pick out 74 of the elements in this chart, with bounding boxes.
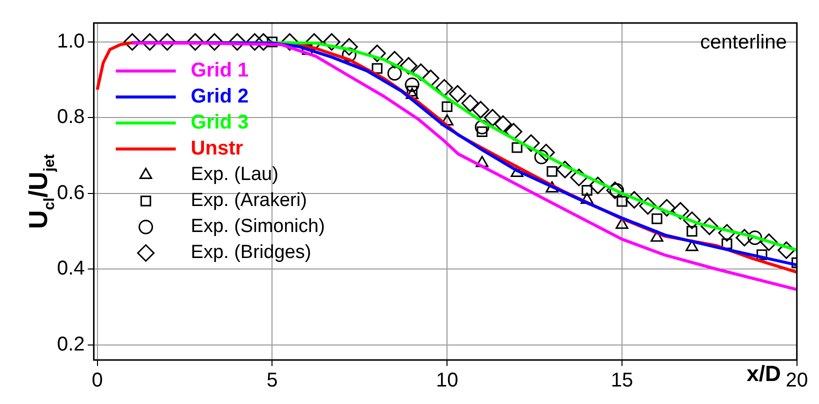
point (342, 48, 356, 62)
point (512, 142, 522, 153)
point (400, 57, 418, 75)
point (639, 197, 657, 215)
y-tick-label: 0.8 (56, 106, 85, 128)
x-tick-label: 5 (266, 370, 278, 392)
point (700, 218, 718, 236)
point (436, 79, 454, 96)
legend-label: Grid 2 (190, 86, 249, 108)
point (484, 108, 502, 126)
x-tick-label: 10 (436, 370, 458, 392)
point (228, 33, 246, 51)
point (652, 213, 662, 224)
point (448, 85, 466, 103)
point (546, 166, 558, 177)
point (556, 160, 574, 178)
point (756, 249, 768, 260)
point (606, 182, 624, 200)
point (504, 122, 522, 140)
y-tick-label: 1.0 (56, 30, 85, 52)
point (616, 196, 628, 207)
point (246, 33, 264, 51)
point (322, 33, 340, 51)
point (736, 228, 754, 246)
legend-label: Unstr (190, 138, 244, 160)
point (683, 212, 701, 230)
point (372, 63, 382, 74)
point (625, 191, 643, 209)
legend-label: Exp. (Lau) (190, 164, 278, 186)
point (474, 120, 490, 134)
point (386, 50, 404, 68)
legend-label: Exp. (Simonich) (190, 216, 325, 238)
point (206, 33, 224, 51)
point (760, 233, 778, 251)
point (534, 150, 549, 164)
point (340, 38, 358, 56)
point (472, 100, 490, 118)
point (537, 144, 555, 162)
point (404, 77, 420, 92)
annotation: centerline (700, 32, 787, 54)
point (582, 185, 592, 196)
point (718, 224, 736, 242)
y-tick-label: 0.2 (56, 333, 85, 356)
x-axis-title: x/D (746, 361, 781, 386)
legend-label: Grid 1 (190, 60, 249, 82)
point (368, 44, 386, 62)
x-tick-label: 0 (92, 370, 103, 392)
legend-label: Exp. (Arakeri) (190, 190, 307, 212)
y-tick-label: 0.4 (56, 258, 85, 280)
x-tick-label: 15 (610, 370, 634, 392)
legend-label: Exp. (Bridges) (190, 242, 312, 264)
point (461, 94, 479, 112)
y-tick-label: 0.6 (56, 182, 85, 204)
y-axis-title: Ucl/Ujet (23, 154, 58, 229)
point (522, 134, 540, 152)
point (778, 241, 796, 259)
legend-label: Grid 3 (190, 112, 249, 134)
point (589, 176, 607, 194)
point (722, 238, 732, 250)
point (412, 63, 430, 81)
point (672, 202, 690, 220)
point (158, 33, 176, 51)
point (748, 230, 762, 245)
point (124, 33, 142, 51)
point (387, 66, 402, 81)
point (442, 101, 452, 112)
point (494, 115, 512, 133)
point (141, 33, 159, 51)
point (570, 168, 588, 186)
point (186, 33, 204, 51)
x-tick-label: 20 (786, 370, 808, 392)
point (305, 33, 323, 51)
point (658, 199, 676, 217)
point (686, 226, 698, 237)
